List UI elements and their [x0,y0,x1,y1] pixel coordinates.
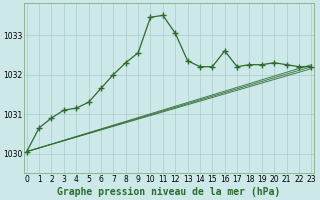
X-axis label: Graphe pression niveau de la mer (hPa): Graphe pression niveau de la mer (hPa) [57,186,281,197]
